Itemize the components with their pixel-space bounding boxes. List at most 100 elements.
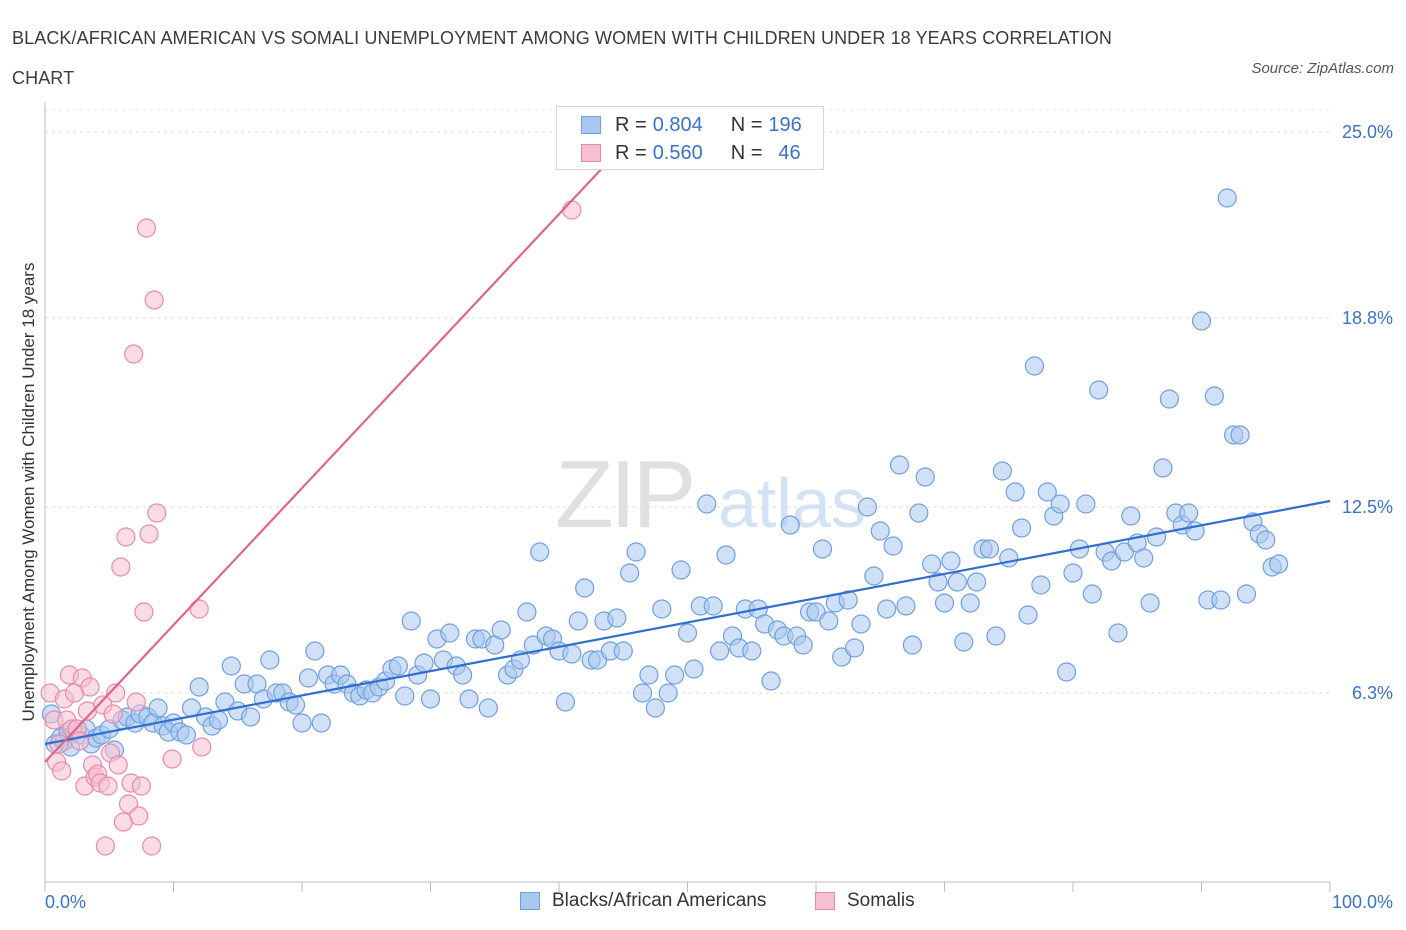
black-point [742, 641, 762, 661]
black-point [896, 596, 916, 616]
legend-item-blacks[interactable]: Blacks/African Americans [520, 890, 766, 912]
stats-legend: R = 0.804 N = 196 R = 0.560 N = 46 [556, 106, 824, 170]
y-tick-labels: 6.3% 12.5% 18.8% 25.0% [1342, 122, 1393, 703]
black-point [440, 623, 460, 643]
legend-swatch-somalis [815, 892, 835, 910]
x-min-label: 0.0% [45, 892, 86, 912]
black-point [954, 632, 974, 652]
black-point [1230, 425, 1250, 445]
black-point [1056, 662, 1077, 682]
black-point [1134, 548, 1154, 568]
black-point [420, 689, 441, 709]
black-point [607, 608, 627, 628]
somali-point [80, 677, 100, 697]
black-point [780, 515, 800, 535]
black-point [716, 545, 736, 565]
somali-point [49, 734, 69, 754]
black-point [967, 572, 987, 592]
black-point [979, 539, 1000, 559]
black-point [857, 497, 878, 517]
black-point [710, 641, 730, 661]
legend-label-somalis: Somalis [847, 890, 915, 911]
black-point [1018, 605, 1038, 625]
black-point [568, 611, 588, 631]
black-point [915, 467, 935, 487]
black-point [812, 539, 833, 559]
chart-source: Source: ZipAtlas.com [1251, 60, 1394, 77]
black-point [870, 521, 890, 541]
stats-swatch-blacks [581, 116, 601, 134]
y-tick-label: 18.8% [1342, 308, 1393, 328]
watermark: ZIP atlas [555, 441, 866, 548]
black-point [844, 638, 865, 658]
black-point [928, 572, 948, 592]
black-point [221, 656, 241, 676]
y-axis-label: Unemployment Among Women with Children U… [19, 263, 38, 722]
legend-item-somalis[interactable]: Somalis [815, 890, 915, 912]
black-point [491, 620, 511, 640]
black-point [620, 563, 640, 583]
series-blacks [41, 188, 1289, 760]
black-point [1082, 584, 1102, 604]
black-point [459, 689, 479, 709]
black-point [414, 653, 434, 673]
chart-title: BLACK/AFRICAN AMERICAN VS SOMALI UNEMPLO… [12, 28, 1112, 88]
black-point [575, 578, 595, 598]
black-point [902, 635, 922, 655]
black-point [1159, 389, 1179, 409]
black-point [677, 623, 698, 643]
somali-point [98, 776, 118, 796]
black-point [613, 641, 633, 661]
legend-swatch-blacks [520, 892, 540, 910]
somali-point [129, 806, 149, 826]
black-point [819, 611, 839, 631]
black-point [909, 503, 929, 523]
black-point [1037, 482, 1057, 502]
black-point [665, 665, 685, 685]
black-point [260, 650, 280, 670]
black-point [652, 599, 672, 619]
somali-point [562, 200, 582, 220]
black-point [1063, 563, 1083, 583]
black-point [292, 713, 312, 733]
black-point [1011, 518, 1032, 538]
black-point [311, 713, 331, 733]
somali-point [124, 344, 144, 364]
trend-lines [44, 131, 1331, 763]
black-point [864, 566, 884, 586]
somali-point [106, 683, 126, 703]
somali-point [162, 749, 182, 769]
stats-row-somalis: R = 0.560 N = 46 [581, 141, 801, 165]
series-somalis [40, 200, 582, 856]
black-point [671, 560, 691, 580]
somali-point [111, 557, 131, 577]
somali-point [189, 599, 209, 619]
black-point [645, 698, 665, 718]
y-tick-label: 12.5% [1342, 497, 1393, 517]
y-tick-label: 25.0% [1342, 122, 1393, 142]
black-point [883, 536, 903, 556]
black-point [305, 641, 325, 661]
black-point [453, 665, 473, 685]
black-point [1217, 188, 1237, 208]
black-point [703, 596, 723, 616]
black-point [761, 671, 781, 691]
black-point [555, 692, 576, 712]
black-point [562, 644, 582, 664]
somali-point [126, 692, 146, 712]
r-label: R = [615, 113, 647, 136]
stats-row-blacks: R = 0.804 N = 196 [581, 113, 802, 137]
black-point [1191, 311, 1212, 331]
somali-point [139, 524, 159, 544]
black-point [1031, 575, 1051, 595]
black-point [241, 707, 261, 727]
black-point [922, 554, 942, 574]
black-point [1268, 554, 1289, 574]
r-label: R = [615, 141, 647, 164]
black-point [986, 626, 1006, 646]
black-point [934, 593, 955, 613]
black-point [684, 659, 704, 679]
black-point [395, 686, 415, 706]
n-value: 196 [768, 113, 802, 136]
watermark-zip: ZIP [555, 441, 692, 548]
